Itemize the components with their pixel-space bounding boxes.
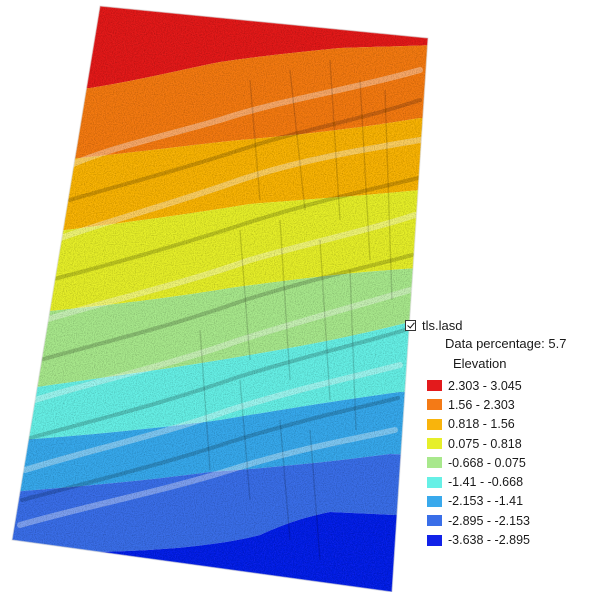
legend-class-item[interactable]: -0.668 - 0.075	[427, 453, 587, 472]
elevation-band-1	[12, 6, 428, 90]
elevation-band-4	[12, 190, 428, 314]
legend-color-swatch	[427, 515, 442, 527]
legend-color-swatch	[427, 495, 442, 507]
legend-class-label: -3.638 - -2.895	[448, 533, 530, 548]
layer-name[interactable]: tls.lasd	[422, 317, 463, 333]
legend-class-label: 1.56 - 2.303	[448, 397, 515, 412]
legend-class-item[interactable]: 0.818 - 1.56	[427, 415, 587, 434]
elevation-band-6	[12, 322, 428, 442]
legend-class-item[interactable]: -1.41 - -0.668	[427, 472, 587, 491]
legend-class-item[interactable]: 0.075 - 0.818	[427, 434, 587, 453]
legend-class-item[interactable]: 1.56 - 2.303	[427, 395, 587, 414]
elevation-class-list: 2.303 - 3.045 1.56 - 2.303 0.818 - 1.56 0.0…	[405, 374, 587, 550]
legend-class-item[interactable]: -2.153 - -1.41	[427, 492, 587, 511]
legend-color-swatch	[427, 476, 442, 488]
legend-class-label: 2.303 - 3.045	[448, 378, 522, 393]
legend-class-label: -0.668 - 0.075	[448, 455, 526, 470]
terrain-texture	[199, 59, 393, 561]
legend-class-label: 0.075 - 0.818	[448, 436, 522, 451]
legend-color-swatch	[427, 438, 442, 450]
renderer-field-label: Elevation	[453, 356, 507, 371]
legend-class-label: -2.153 - -1.41	[448, 494, 524, 509]
point-cloud-outline	[11, 5, 429, 592]
map-legend: tls.lasd Data percentage: 5.7 Elevation …	[405, 316, 587, 550]
legend-color-swatch	[427, 380, 442, 392]
legend-color-swatch	[427, 418, 442, 430]
layer-visibility-checkbox[interactable]	[405, 319, 416, 331]
legend-class-item[interactable]: 2.303 - 3.045	[427, 376, 587, 395]
layer-entry: tls.lasd	[405, 316, 587, 334]
legend-class-item[interactable]: -3.638 - -2.895	[427, 530, 587, 549]
legend-color-swatch	[427, 399, 442, 411]
legend-color-swatch	[427, 457, 442, 469]
legend-class-label: 0.818 - 1.56	[448, 417, 515, 432]
legend-color-swatch	[427, 534, 442, 546]
elevation-band-8	[12, 454, 428, 552]
terrain-gullies	[20, 98, 422, 502]
legend-class-label: -1.41 - -0.668	[448, 475, 524, 490]
elevation-band-5	[12, 268, 428, 390]
data-percentage-label: Data percentage: 5.7	[445, 336, 567, 351]
elevation-band-3	[12, 118, 428, 234]
legend-class-item[interactable]: -2.895 - -2.153	[427, 511, 587, 530]
legend-class-label: -2.895 - -2.153	[448, 513, 530, 528]
